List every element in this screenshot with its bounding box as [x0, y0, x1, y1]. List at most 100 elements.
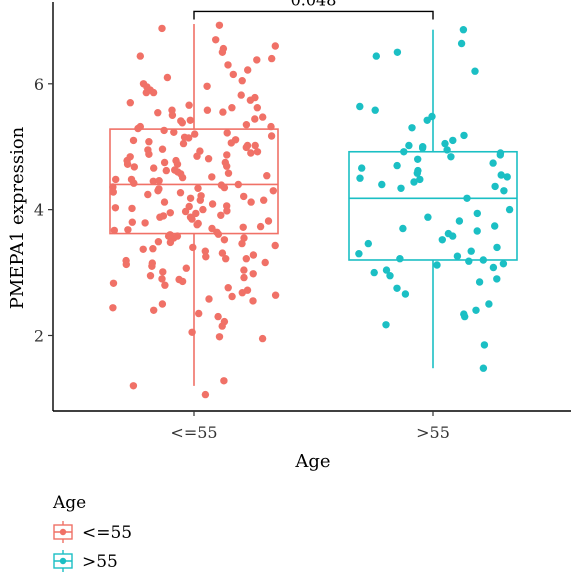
data-point	[112, 175, 120, 184]
data-point	[194, 184, 202, 192]
data-point	[185, 101, 193, 109]
data-point	[182, 264, 190, 272]
y-tick-label: 2	[34, 326, 44, 345]
data-point	[224, 61, 232, 69]
data-point	[166, 238, 175, 247]
data-point	[129, 136, 138, 145]
data-point	[491, 222, 499, 230]
data-point	[240, 234, 248, 242]
data-point	[499, 260, 508, 268]
data-point	[269, 187, 277, 195]
data-point	[215, 333, 224, 341]
data-point	[229, 70, 237, 79]
data-point	[364, 239, 372, 248]
data-point	[253, 104, 261, 112]
data-point	[201, 390, 210, 399]
data-point	[399, 224, 407, 233]
data-point	[214, 312, 222, 321]
data-point	[441, 139, 449, 148]
data-point	[271, 241, 279, 250]
data-point	[393, 161, 401, 170]
data-point	[416, 175, 424, 184]
data-point	[150, 164, 158, 172]
data-point	[155, 177, 163, 185]
data-point	[475, 278, 484, 286]
data-point	[242, 255, 250, 263]
y-axis-title: PMEPA1 expression	[7, 126, 28, 309]
data-point	[146, 272, 155, 280]
data-point	[123, 160, 132, 168]
data-point	[172, 156, 180, 165]
data-point	[401, 290, 410, 298]
data-point	[485, 300, 493, 308]
data-point	[158, 145, 167, 153]
data-point	[126, 99, 134, 107]
data-point	[139, 245, 147, 253]
data-point	[413, 169, 421, 177]
data-point	[180, 133, 189, 141]
data-point	[179, 139, 188, 148]
data-point	[370, 268, 378, 277]
data-point	[145, 138, 153, 146]
data-point	[201, 247, 209, 255]
data-point	[503, 173, 511, 181]
data-point	[195, 309, 203, 318]
y-tick-label: 6	[34, 75, 44, 94]
data-point	[355, 250, 363, 258]
data-point	[258, 334, 267, 343]
data-point	[249, 297, 257, 305]
data-point	[214, 230, 223, 238]
data-point	[124, 226, 132, 234]
data-point	[372, 52, 380, 60]
data-point	[109, 188, 118, 196]
data-point	[457, 39, 466, 48]
data-point	[472, 306, 480, 314]
data-point	[193, 152, 201, 160]
data-point	[240, 192, 248, 201]
data-point	[382, 266, 391, 274]
data-point	[246, 96, 255, 104]
data-point	[194, 219, 202, 228]
data-point	[149, 177, 157, 185]
data-point	[134, 124, 142, 133]
data-point	[223, 207, 231, 215]
data-point	[227, 139, 235, 147]
data-point	[393, 284, 401, 292]
data-point	[130, 163, 138, 171]
data-point	[204, 155, 213, 163]
data-point	[247, 198, 255, 206]
data-point	[396, 255, 404, 263]
data-point	[455, 217, 464, 225]
data-point	[505, 205, 514, 214]
data-point	[443, 146, 451, 154]
data-point	[460, 131, 468, 140]
data-point	[473, 227, 481, 235]
data-point	[161, 281, 169, 289]
data-point	[459, 26, 468, 34]
data-point	[405, 141, 413, 150]
significance-label: 0.048	[291, 0, 337, 9]
data-point	[489, 159, 497, 167]
data-point	[203, 106, 212, 114]
data-point	[208, 200, 217, 208]
legend-entry-0: <=55	[53, 521, 132, 543]
data-point	[480, 341, 489, 349]
box	[348, 150, 518, 261]
data-point	[110, 226, 119, 235]
data-point	[148, 259, 156, 267]
box-group-0	[109, 24, 279, 386]
data-point	[267, 122, 275, 131]
data-point	[271, 42, 279, 50]
data-point	[111, 204, 120, 212]
data-point	[453, 252, 462, 260]
data-point	[240, 273, 248, 282]
data-point	[268, 54, 276, 63]
data-point	[438, 236, 446, 244]
legend-label: <=55	[82, 523, 132, 543]
significance-bracket	[193, 10, 434, 20]
data-point	[208, 173, 216, 181]
data-point	[159, 268, 167, 276]
data-point	[185, 202, 193, 211]
data-point	[491, 182, 499, 191]
data-point	[397, 184, 405, 192]
